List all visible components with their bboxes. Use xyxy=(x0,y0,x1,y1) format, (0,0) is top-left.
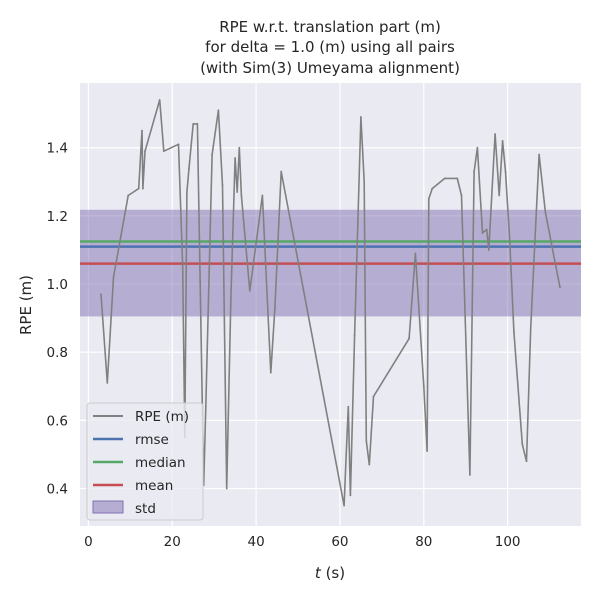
legend-label-median: median xyxy=(135,455,186,471)
y-tick-label: 1.0 xyxy=(47,277,68,293)
rpe-points xyxy=(100,99,561,507)
rpe-point xyxy=(494,133,496,136)
rpe-point xyxy=(468,473,471,476)
rpe-point xyxy=(343,504,346,507)
rpe-point xyxy=(521,443,524,446)
x-axis-label-variable: t xyxy=(315,564,322,582)
rpe-point xyxy=(501,140,504,142)
rpe-point xyxy=(186,191,188,193)
rpe-point xyxy=(427,197,430,200)
rpe-point xyxy=(280,170,283,173)
rpe-point xyxy=(426,450,429,452)
rpe-point xyxy=(525,460,528,463)
rpe-point xyxy=(144,150,146,153)
y-tick-label: 0.8 xyxy=(47,345,68,361)
chart-title-line-1: RPE w.r.t. translation part (m) xyxy=(219,18,441,36)
x-tick-label: 100 xyxy=(495,534,521,550)
legend-label-mean: mean xyxy=(135,478,173,494)
rpe-point xyxy=(460,194,463,197)
rpe-point xyxy=(347,405,350,408)
rpe-point xyxy=(141,129,143,132)
rpe-point xyxy=(363,180,366,183)
y-tick-label: 0.6 xyxy=(47,413,68,429)
rpe-point xyxy=(372,395,375,398)
rpe-point xyxy=(141,187,144,190)
legend-label-rpe: RPE (m) xyxy=(135,409,189,425)
legend-label-std: std xyxy=(135,501,156,517)
rpe-point xyxy=(498,194,501,197)
x-axis-label: t (s) xyxy=(315,564,345,582)
rpe-point xyxy=(538,153,540,156)
rpe-point xyxy=(353,334,356,337)
rpe-point xyxy=(529,327,532,330)
rpe-point xyxy=(559,286,561,289)
rpe-point xyxy=(204,405,207,408)
rpe-point xyxy=(359,116,362,118)
rpe-point xyxy=(269,371,272,374)
x-tick-label: 20 xyxy=(164,534,181,550)
rpe-point xyxy=(181,266,184,268)
rpe-point xyxy=(234,157,237,159)
rpe-point xyxy=(422,385,425,388)
rpe-point xyxy=(349,494,352,497)
rpe-point xyxy=(481,232,484,234)
tick-labels: 0 20 40 60 80 100 0.4 0.6 0.8 1.0 1.2 1.4 xyxy=(47,141,521,550)
rpe-point xyxy=(196,122,199,125)
rpe-point xyxy=(230,296,232,299)
rpe-point xyxy=(217,109,220,112)
x-tick-label: 80 xyxy=(415,534,432,550)
legend-swatch-std xyxy=(92,500,124,514)
rpe-series-line xyxy=(100,99,561,507)
y-axis-label: RPE (m) xyxy=(17,275,35,335)
rpe-point xyxy=(345,453,348,456)
rpe-point xyxy=(443,177,446,180)
rpe-point xyxy=(162,150,165,153)
rpe-point xyxy=(368,463,371,466)
rpe-point xyxy=(274,307,276,309)
rpe-point xyxy=(431,187,434,190)
rpe-point xyxy=(261,194,264,197)
x-tick-label: 40 xyxy=(247,534,264,550)
rpe-point xyxy=(127,194,130,197)
rpe-point xyxy=(211,153,213,156)
y-tick-label: 1.4 xyxy=(47,141,68,157)
rpe-point xyxy=(476,146,479,149)
rpe-point xyxy=(544,211,547,214)
x-axis-label-unit: (s) xyxy=(321,564,345,582)
rpe-point xyxy=(225,487,228,490)
rpe-point xyxy=(137,187,140,190)
rpe-point xyxy=(408,337,411,340)
rpe-point xyxy=(238,146,241,149)
rpe-point xyxy=(487,249,490,251)
rpe-point xyxy=(100,293,102,296)
legend-box xyxy=(86,402,204,521)
legend-label-rmse: rmse xyxy=(135,432,169,448)
y-tick-label: 1.2 xyxy=(47,209,68,225)
x-tick-label: 60 xyxy=(331,534,348,550)
chart-title-line-3: (with Sim(3) Umeyama alignment) xyxy=(200,59,460,77)
rpe-point xyxy=(192,122,195,125)
rpe-point xyxy=(236,191,239,193)
rpe-point xyxy=(106,381,109,384)
rpe-point xyxy=(473,170,475,173)
rpe-point xyxy=(508,238,511,241)
legend: RPE (m) rmse median mean std xyxy=(86,402,204,521)
x-tick-label: 0 xyxy=(84,534,93,550)
rpe-point xyxy=(248,289,251,292)
rpe-point xyxy=(240,194,243,197)
rpe-point xyxy=(513,330,515,333)
rpe-point xyxy=(158,99,161,101)
rpe-point xyxy=(112,276,115,279)
rpe-point xyxy=(485,228,488,231)
rpe-point xyxy=(177,143,180,146)
rpe-point xyxy=(365,439,368,442)
rpe-point xyxy=(221,184,224,187)
chart-title-line-2: for delta = 1.0 (m) using all pairs xyxy=(205,38,455,56)
rpe-point xyxy=(188,167,190,170)
rpe-point xyxy=(414,252,417,255)
rpe-point xyxy=(504,170,507,173)
y-tick-label: 0.4 xyxy=(47,482,68,498)
rpe-point xyxy=(456,177,459,180)
